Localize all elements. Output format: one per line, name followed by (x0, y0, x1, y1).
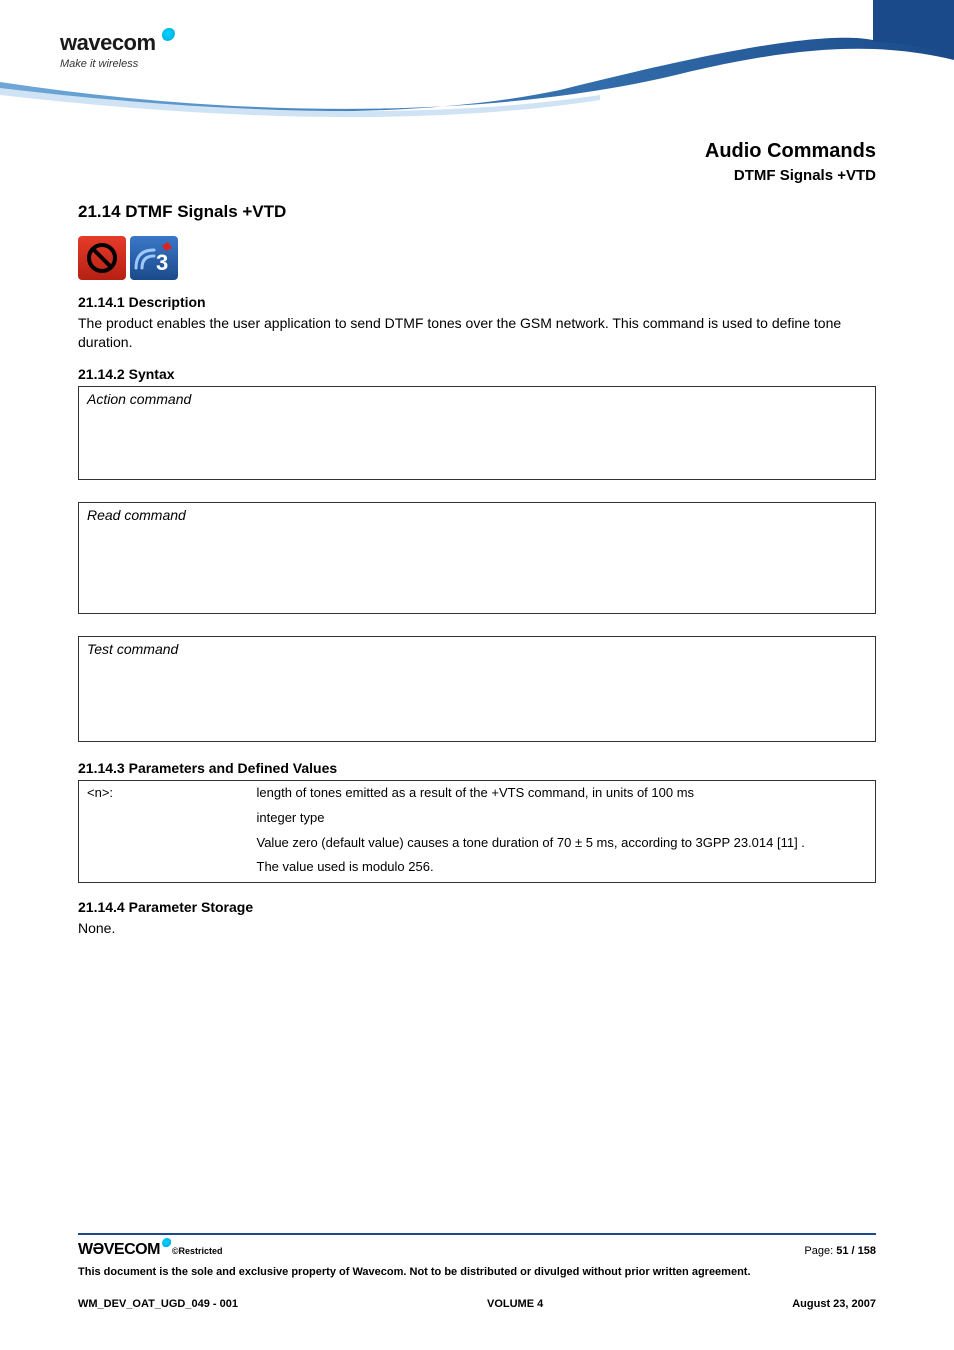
param-desc: length of tones emitted as a result of t… (249, 780, 876, 883)
read-command-box: Read command (78, 502, 876, 614)
footer-restricted: ©Restricted (172, 1246, 223, 1256)
description-heading: 21.14.1 Description (78, 294, 876, 310)
page-footer: WƏVECOM ©Restricted Page: 51 / 158 This d… (78, 1233, 876, 1310)
params-table: <n>: length of tones emitted as a result… (78, 780, 876, 884)
footer-volume: VOLUME 4 (487, 1298, 543, 1310)
param-line: Value zero (default value) causes a tone… (257, 835, 868, 852)
footer-page: Page: 51 / 158 (804, 1245, 876, 1257)
footer-brand: WƏVECOM (78, 1241, 160, 1258)
footer-rule (78, 1233, 876, 1235)
no-sim-icon (78, 236, 126, 280)
logo-tagline: Make it wireless (60, 58, 176, 70)
page-total: 158 (858, 1245, 876, 1257)
param-line: integer type (257, 810, 868, 827)
param-line: The value used is modulo 256. (257, 859, 868, 876)
swirl-icon (162, 28, 176, 42)
footer-date: August 23, 2007 (792, 1298, 876, 1310)
storage-heading: 21.14.4 Parameter Storage (78, 899, 876, 915)
swirl-icon (162, 1238, 172, 1248)
param-line: length of tones emitted as a result of t… (257, 785, 868, 802)
action-command-label: Action command (87, 391, 867, 407)
logo-brand: wavecom (60, 30, 156, 55)
test-command-box: Test command (78, 636, 876, 742)
description-body: The product enables the user application… (78, 314, 876, 352)
page-label: Page: (804, 1245, 836, 1257)
storage-body: None. (78, 919, 876, 938)
syntax-heading: 21.14.2 Syntax (78, 366, 876, 382)
param-key: <n>: (79, 780, 249, 883)
test-command-label: Test command (87, 641, 867, 657)
table-row: <n>: length of tones emitted as a result… (79, 780, 876, 883)
icon-row: 3 (78, 236, 876, 280)
params-heading: 21.14.3 Parameters and Defined Values (78, 760, 876, 776)
svg-text:3: 3 (156, 250, 168, 275)
footer-brand-block: WƏVECOM ©Restricted (78, 1241, 223, 1259)
page-current: 51 (836, 1245, 848, 1257)
page-title: Audio Commands (78, 140, 876, 163)
section-heading: 21.14 DTMF Signals +VTD (78, 202, 876, 222)
page-sep: / (848, 1245, 857, 1257)
read-command-label: Read command (87, 507, 867, 523)
header-logo: wavecom Make it wireless (60, 30, 176, 70)
page-subtitle: DTMF Signals +VTD (78, 167, 876, 184)
footer-legal: This document is the sole and exclusive … (78, 1265, 876, 1280)
footer-docid: WM_DEV_OAT_UGD_049 - 001 (78, 1298, 238, 1310)
network-3g-icon: 3 (130, 236, 178, 280)
action-command-box: Action command (78, 386, 876, 480)
